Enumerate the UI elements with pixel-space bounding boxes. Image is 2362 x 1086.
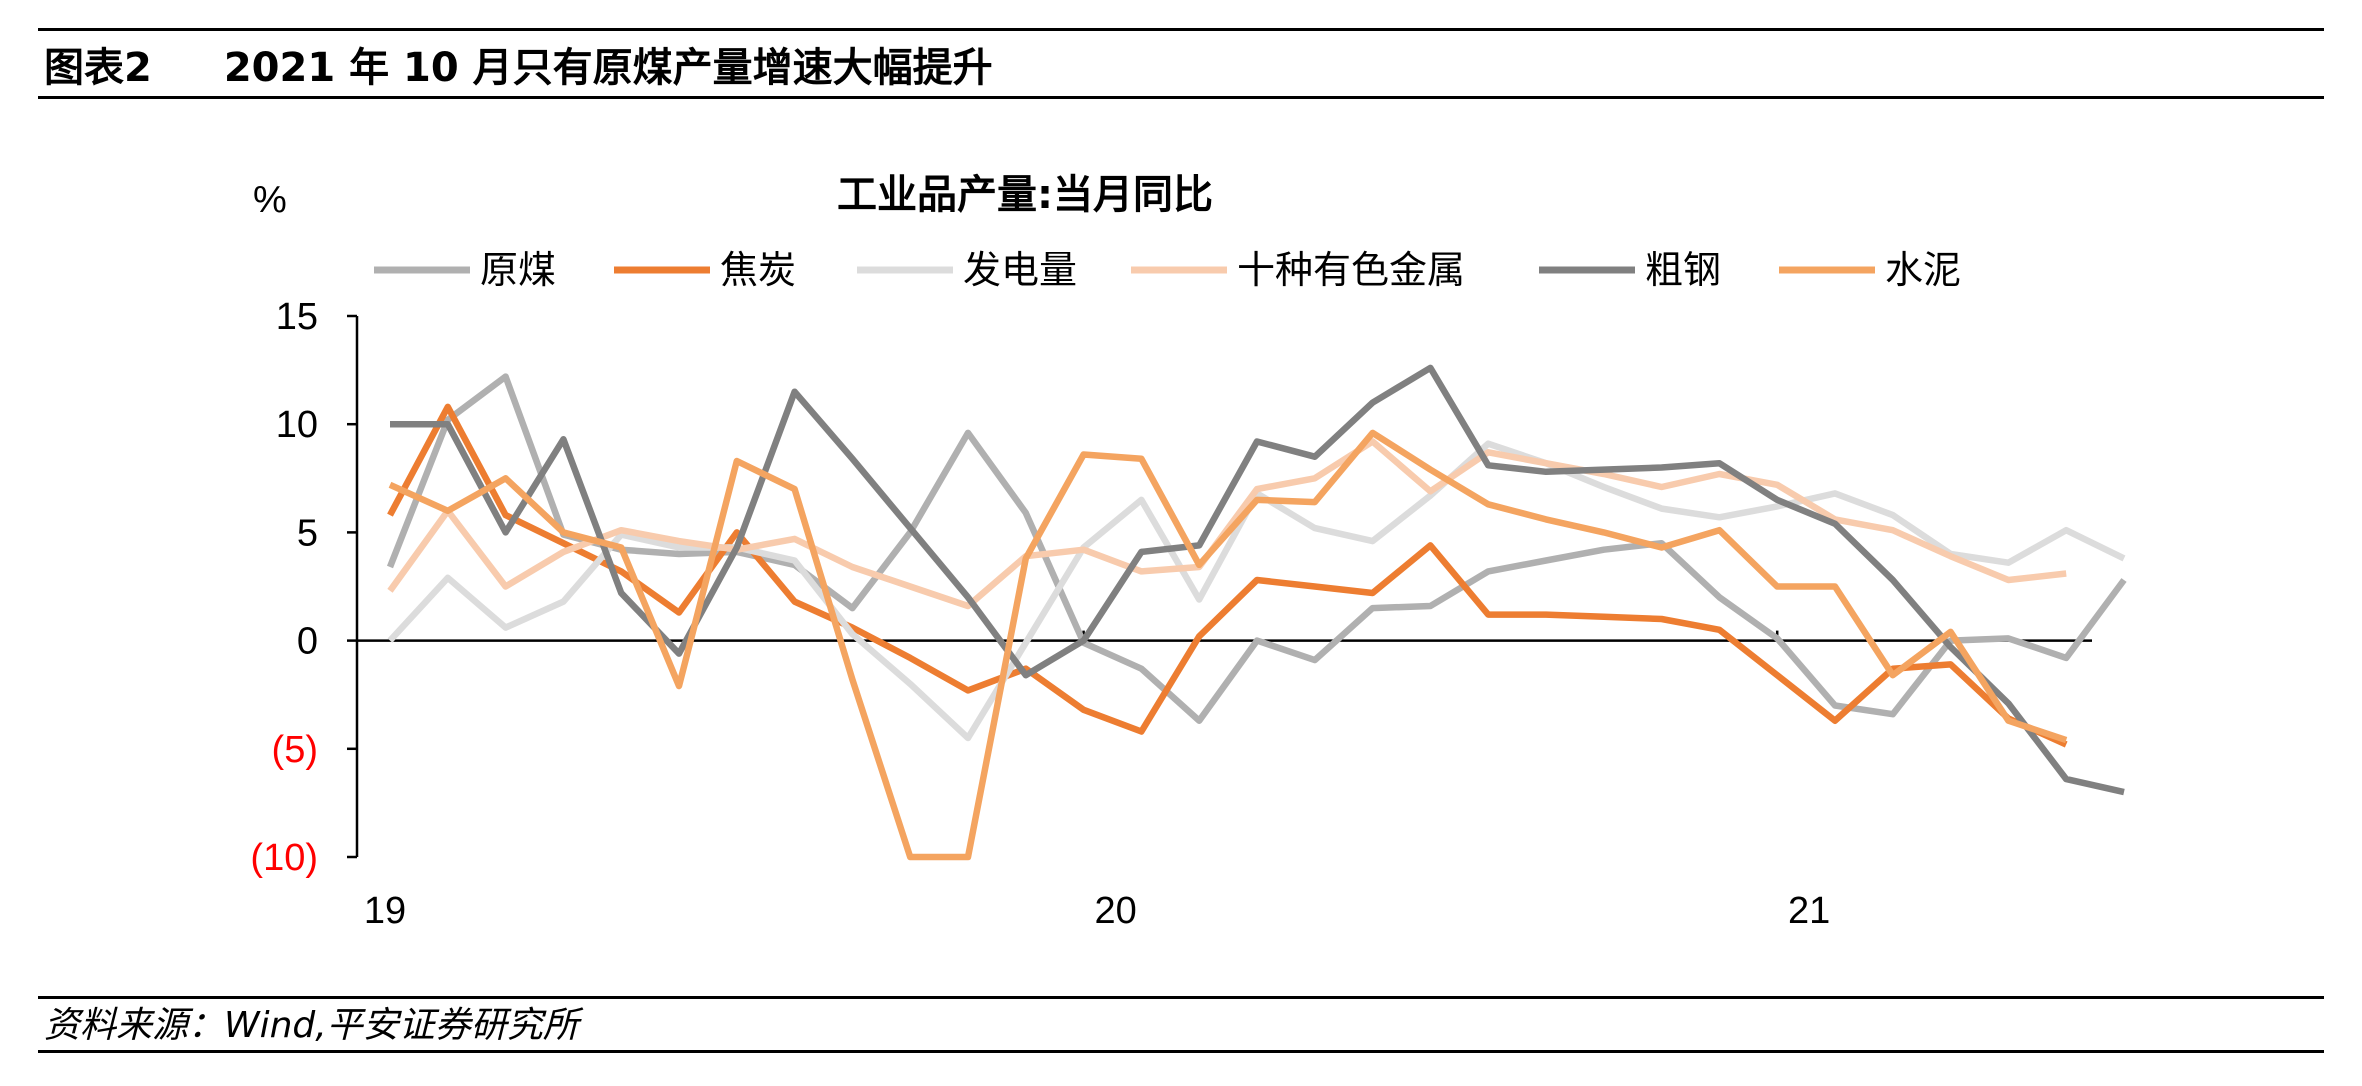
y-tick-label: 10	[276, 404, 318, 446]
series-line-4	[390, 364, 2125, 796]
y-tick-label: 15	[276, 296, 318, 338]
series-line-1	[387, 403, 2068, 748]
series-line-5	[388, 429, 2068, 861]
legend-label: 十种有色金属	[1237, 248, 1465, 292]
legend-label: 水泥	[1885, 248, 1961, 292]
legend-label: 粗钢	[1645, 248, 1721, 292]
legend-label: 原煤	[480, 248, 556, 292]
header-bottom-rule	[38, 96, 2324, 99]
series-line-3	[387, 438, 2067, 610]
legend-label: 焦炭	[720, 248, 796, 292]
source-note: 资料来源：Wind,平安证券研究所	[44, 1005, 579, 1046]
x-tick-label: 20	[1094, 890, 1136, 932]
y-tick-label: (10)	[250, 837, 318, 879]
legend: 原煤 焦炭 发电量 十种有色金属 粗钢 水泥	[374, 248, 1961, 292]
figure-number: 图表2	[44, 45, 152, 91]
footer-top-rule	[38, 996, 2324, 999]
y-axis-unit: %	[253, 179, 287, 221]
header: 图表2 2021 年 10 月只有原煤产量增速大幅提升	[44, 42, 993, 94]
chart-title: 工业品产量:当月同比	[837, 172, 1213, 218]
y-tick-label: (5)	[272, 729, 318, 771]
x-tick-label: 21	[1788, 890, 1830, 932]
legend-label: 发电量	[963, 248, 1077, 292]
x-tick-label: 19	[364, 890, 406, 932]
footer-bottom-rule	[38, 1050, 2324, 1053]
figure-title: 2021 年 10 月只有原煤产量增速大幅提升	[223, 45, 993, 91]
series-line-0	[386, 373, 2127, 724]
y-tick-label: 5	[297, 512, 318, 554]
y-tick-label: 0	[297, 621, 318, 663]
axes: 15 10 5 0 (5) (10) 19 20 21	[250, 296, 2092, 932]
series-lines	[386, 364, 2127, 861]
header-top-rule	[38, 28, 2324, 31]
